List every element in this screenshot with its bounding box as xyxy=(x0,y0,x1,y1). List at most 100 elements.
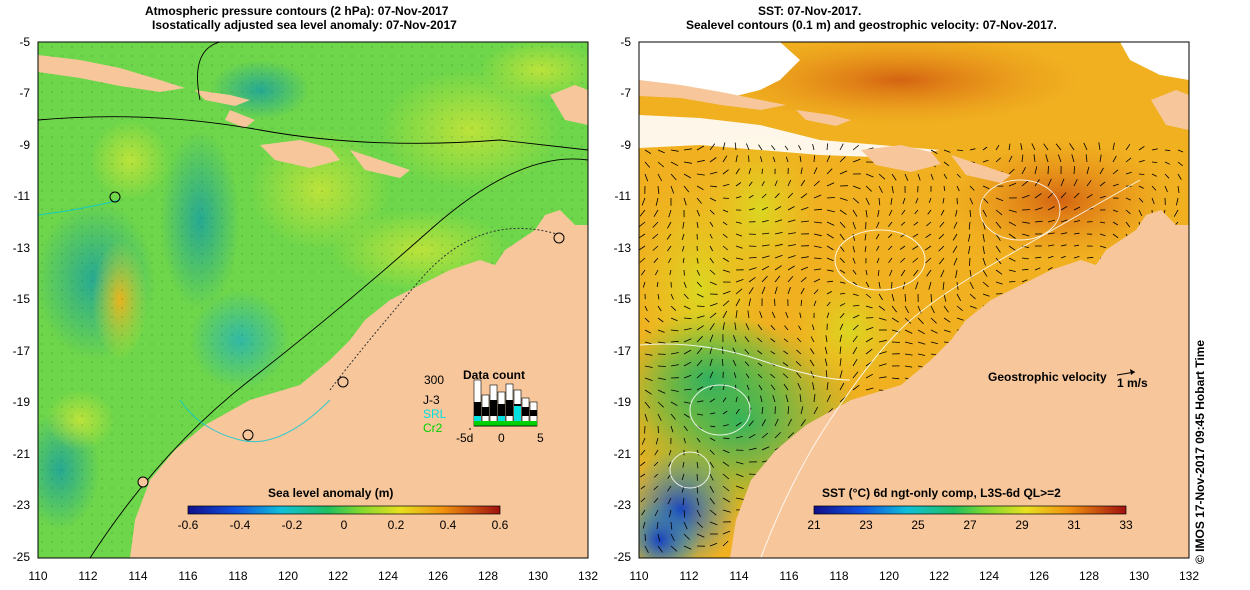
velocity-arrow xyxy=(878,185,883,193)
velocity-arrow xyxy=(1021,194,1030,199)
velocity-arrow xyxy=(746,143,750,151)
velocity-arrow xyxy=(657,317,664,323)
velocity-arrow xyxy=(995,269,1003,275)
velocity-arrow xyxy=(968,245,971,254)
velocity-arrow xyxy=(748,287,754,295)
velocity-arrow xyxy=(852,305,860,307)
velocity-arrow xyxy=(865,337,873,343)
velocity-arrow xyxy=(995,197,1004,202)
velocity-arrow xyxy=(735,168,740,175)
velocity-arrow xyxy=(656,281,659,288)
velocity-arrow xyxy=(839,281,846,284)
velocity-arrow xyxy=(709,485,715,493)
velocity-arrow xyxy=(824,346,828,355)
velocity-arrow xyxy=(1043,143,1049,151)
velocity-arrow xyxy=(891,173,897,181)
velocity-arrow xyxy=(1034,220,1043,223)
velocity-arrow xyxy=(1112,155,1117,163)
velocity-arrow xyxy=(839,323,844,331)
velocity-arrow xyxy=(1047,267,1053,271)
velocity-arrow xyxy=(1112,169,1119,175)
velocity-arrow xyxy=(995,245,1001,253)
velocity-arrow xyxy=(761,193,767,199)
velocity-arrow xyxy=(644,305,648,312)
velocity-arrow xyxy=(824,358,828,367)
velocity-arrow xyxy=(1099,233,1106,237)
velocity-arrow xyxy=(653,209,659,217)
velocity-arrow xyxy=(852,197,860,204)
velocity-arrow xyxy=(813,300,817,307)
velocity-arrow xyxy=(1060,178,1065,187)
velocity-arrow xyxy=(1177,185,1180,194)
velocity-arrow xyxy=(969,269,972,278)
velocity-arrow xyxy=(745,323,750,331)
velocity-arrow xyxy=(1099,181,1106,187)
velocity-arrow xyxy=(670,533,675,542)
velocity-arrow xyxy=(644,413,648,422)
velocity-arrow xyxy=(888,209,893,216)
velocity-arrow xyxy=(735,298,741,307)
sla-colorbar-tick: 0.2 xyxy=(387,518,405,532)
velocity-arrow xyxy=(878,293,883,301)
velocity-arrow xyxy=(1047,165,1049,175)
right-ytick: -17 xyxy=(613,344,631,358)
velocity-arrow xyxy=(995,157,1001,163)
velocity-arrow xyxy=(800,419,806,427)
velocity-arrow xyxy=(709,221,714,227)
velocity-arrow xyxy=(696,347,703,355)
velocity-arrow xyxy=(683,545,692,550)
velocity-arrow xyxy=(774,298,776,307)
velocity-arrow xyxy=(912,245,919,250)
velocity-arrow xyxy=(709,157,717,163)
velocity-arrow xyxy=(696,315,705,319)
velocity-arrow xyxy=(668,461,672,467)
velocity-arrow xyxy=(1173,209,1179,217)
velocity-arrow xyxy=(813,394,816,403)
right-ytick: -21 xyxy=(613,447,631,461)
velocity-arrow xyxy=(878,281,881,289)
velocity-arrow xyxy=(722,497,731,503)
velocity-arrow xyxy=(969,281,974,289)
velocity-arrow xyxy=(904,305,909,314)
velocity-arrow xyxy=(761,265,770,271)
velocity-arrow xyxy=(653,461,659,467)
velocity-arrow xyxy=(826,394,831,403)
velocity-arrow xyxy=(1151,197,1155,205)
left-xtick: 130 xyxy=(527,569,549,583)
velocity-arrow xyxy=(1164,185,1168,193)
sea-level-anomaly-map xyxy=(38,42,588,558)
sst-colorbar-tick: 31 xyxy=(1067,518,1081,532)
velocity-scale: 1 m/s xyxy=(1117,376,1148,390)
velocity-arrow xyxy=(770,325,776,331)
right-ytick: -23 xyxy=(613,498,631,512)
velocity-arrow xyxy=(761,432,769,439)
velocity-arrow xyxy=(683,521,688,530)
velocity-arrow xyxy=(696,497,700,506)
left-ytick: -11 xyxy=(13,189,30,203)
velocity-arrow xyxy=(787,418,792,427)
velocity-arrow xyxy=(696,305,705,307)
velocity-arrow xyxy=(655,437,659,445)
velocity-arrow xyxy=(683,173,692,179)
velocity-arrow xyxy=(839,197,848,201)
velocity-arrow xyxy=(1034,166,1038,175)
velocity-arrow xyxy=(912,233,919,238)
velocity-arrow xyxy=(852,335,858,343)
velocity-arrow xyxy=(735,396,738,403)
velocity-arrow xyxy=(761,220,769,223)
velocity-arrow xyxy=(891,305,898,313)
velocity-arrow xyxy=(1060,192,1067,199)
velocity-arrow xyxy=(1060,206,1068,211)
velocity-arrow xyxy=(653,485,659,491)
velocity-arrow xyxy=(1138,209,1143,216)
velocity-arrow xyxy=(683,305,691,310)
velocity-arrow xyxy=(1060,244,1067,247)
velocity-arrow xyxy=(761,232,770,235)
velocity-arrow xyxy=(826,312,830,319)
velocity-arrow xyxy=(657,329,665,333)
velocity-arrow xyxy=(783,350,789,355)
velocity-arrow xyxy=(1060,232,1068,235)
velocity-arrow xyxy=(917,317,924,325)
velocity-arrow xyxy=(917,329,925,335)
velocity-arrow xyxy=(839,221,846,228)
